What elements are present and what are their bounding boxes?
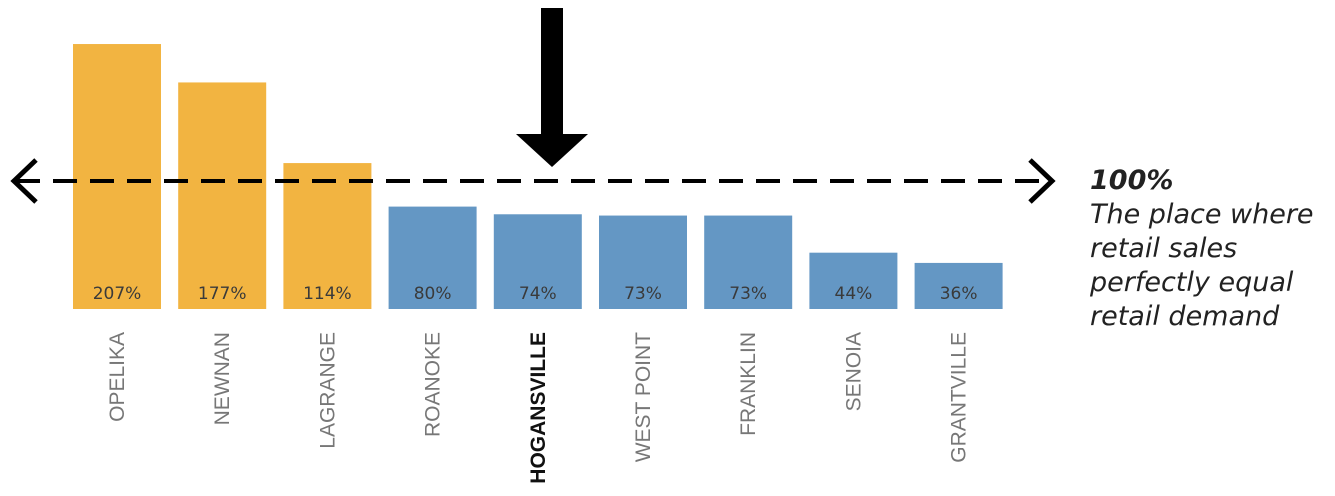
- bar-west-point: [599, 215, 687, 309]
- category-label: NEWNAN: [211, 332, 234, 425]
- category-label: HOGANSVILLE: [527, 332, 550, 484]
- category-labels-group: OPELIKA NEWNAN LAGRANGE ROANOKE HOGANSVILLE W…: [106, 332, 971, 484]
- bar-senoia: [809, 252, 898, 309]
- bar-value-label: 74%: [519, 284, 557, 304]
- category-label: OPELIKA: [106, 332, 129, 422]
- bar-value-label: 80%: [414, 284, 452, 304]
- bar-opelika: [73, 44, 161, 309]
- category-label: SENOIA: [842, 332, 865, 411]
- bars-group: [73, 44, 1003, 309]
- reference-description: The place where retail sales perfectly e…: [1090, 199, 1314, 332]
- category-label: GRANTVILLE: [948, 332, 971, 463]
- bar-hogansville: [493, 214, 582, 309]
- bar-value-label: 114%: [303, 284, 352, 304]
- bar-value-label: 73%: [729, 284, 767, 304]
- category-label: ROANOKE: [422, 332, 445, 437]
- reference-line-group: [10, 158, 1056, 204]
- bar-newnan: [178, 82, 267, 309]
- category-label: FRANKLIN: [737, 332, 760, 436]
- bar-lagrange: [283, 163, 372, 309]
- reference-annotation: 100% The place where retail sales perfec…: [1090, 164, 1335, 334]
- bar-grantville: [914, 262, 1003, 309]
- bar-value-label: 73%: [624, 284, 662, 304]
- category-label: LAGRANGE: [316, 332, 339, 449]
- category-label: WEST POINT: [632, 332, 655, 462]
- highlight-arrow-icon: [516, 8, 588, 167]
- bar-roanoke: [388, 206, 477, 309]
- bar-value-label: 44%: [835, 284, 873, 304]
- right-arrowhead-icon: [1028, 158, 1056, 204]
- bar-value-label: 36%: [940, 284, 978, 304]
- bar-franklin: [704, 215, 793, 309]
- reference-value: 100%: [1090, 165, 1174, 196]
- bar-value-label: 207%: [93, 284, 142, 304]
- left-arrowhead-icon: [10, 158, 38, 204]
- bar-value-label: 177%: [198, 284, 247, 304]
- value-labels-group: 207% 177% 114% 80% 74% 73% 73% 44% 36%: [93, 284, 978, 304]
